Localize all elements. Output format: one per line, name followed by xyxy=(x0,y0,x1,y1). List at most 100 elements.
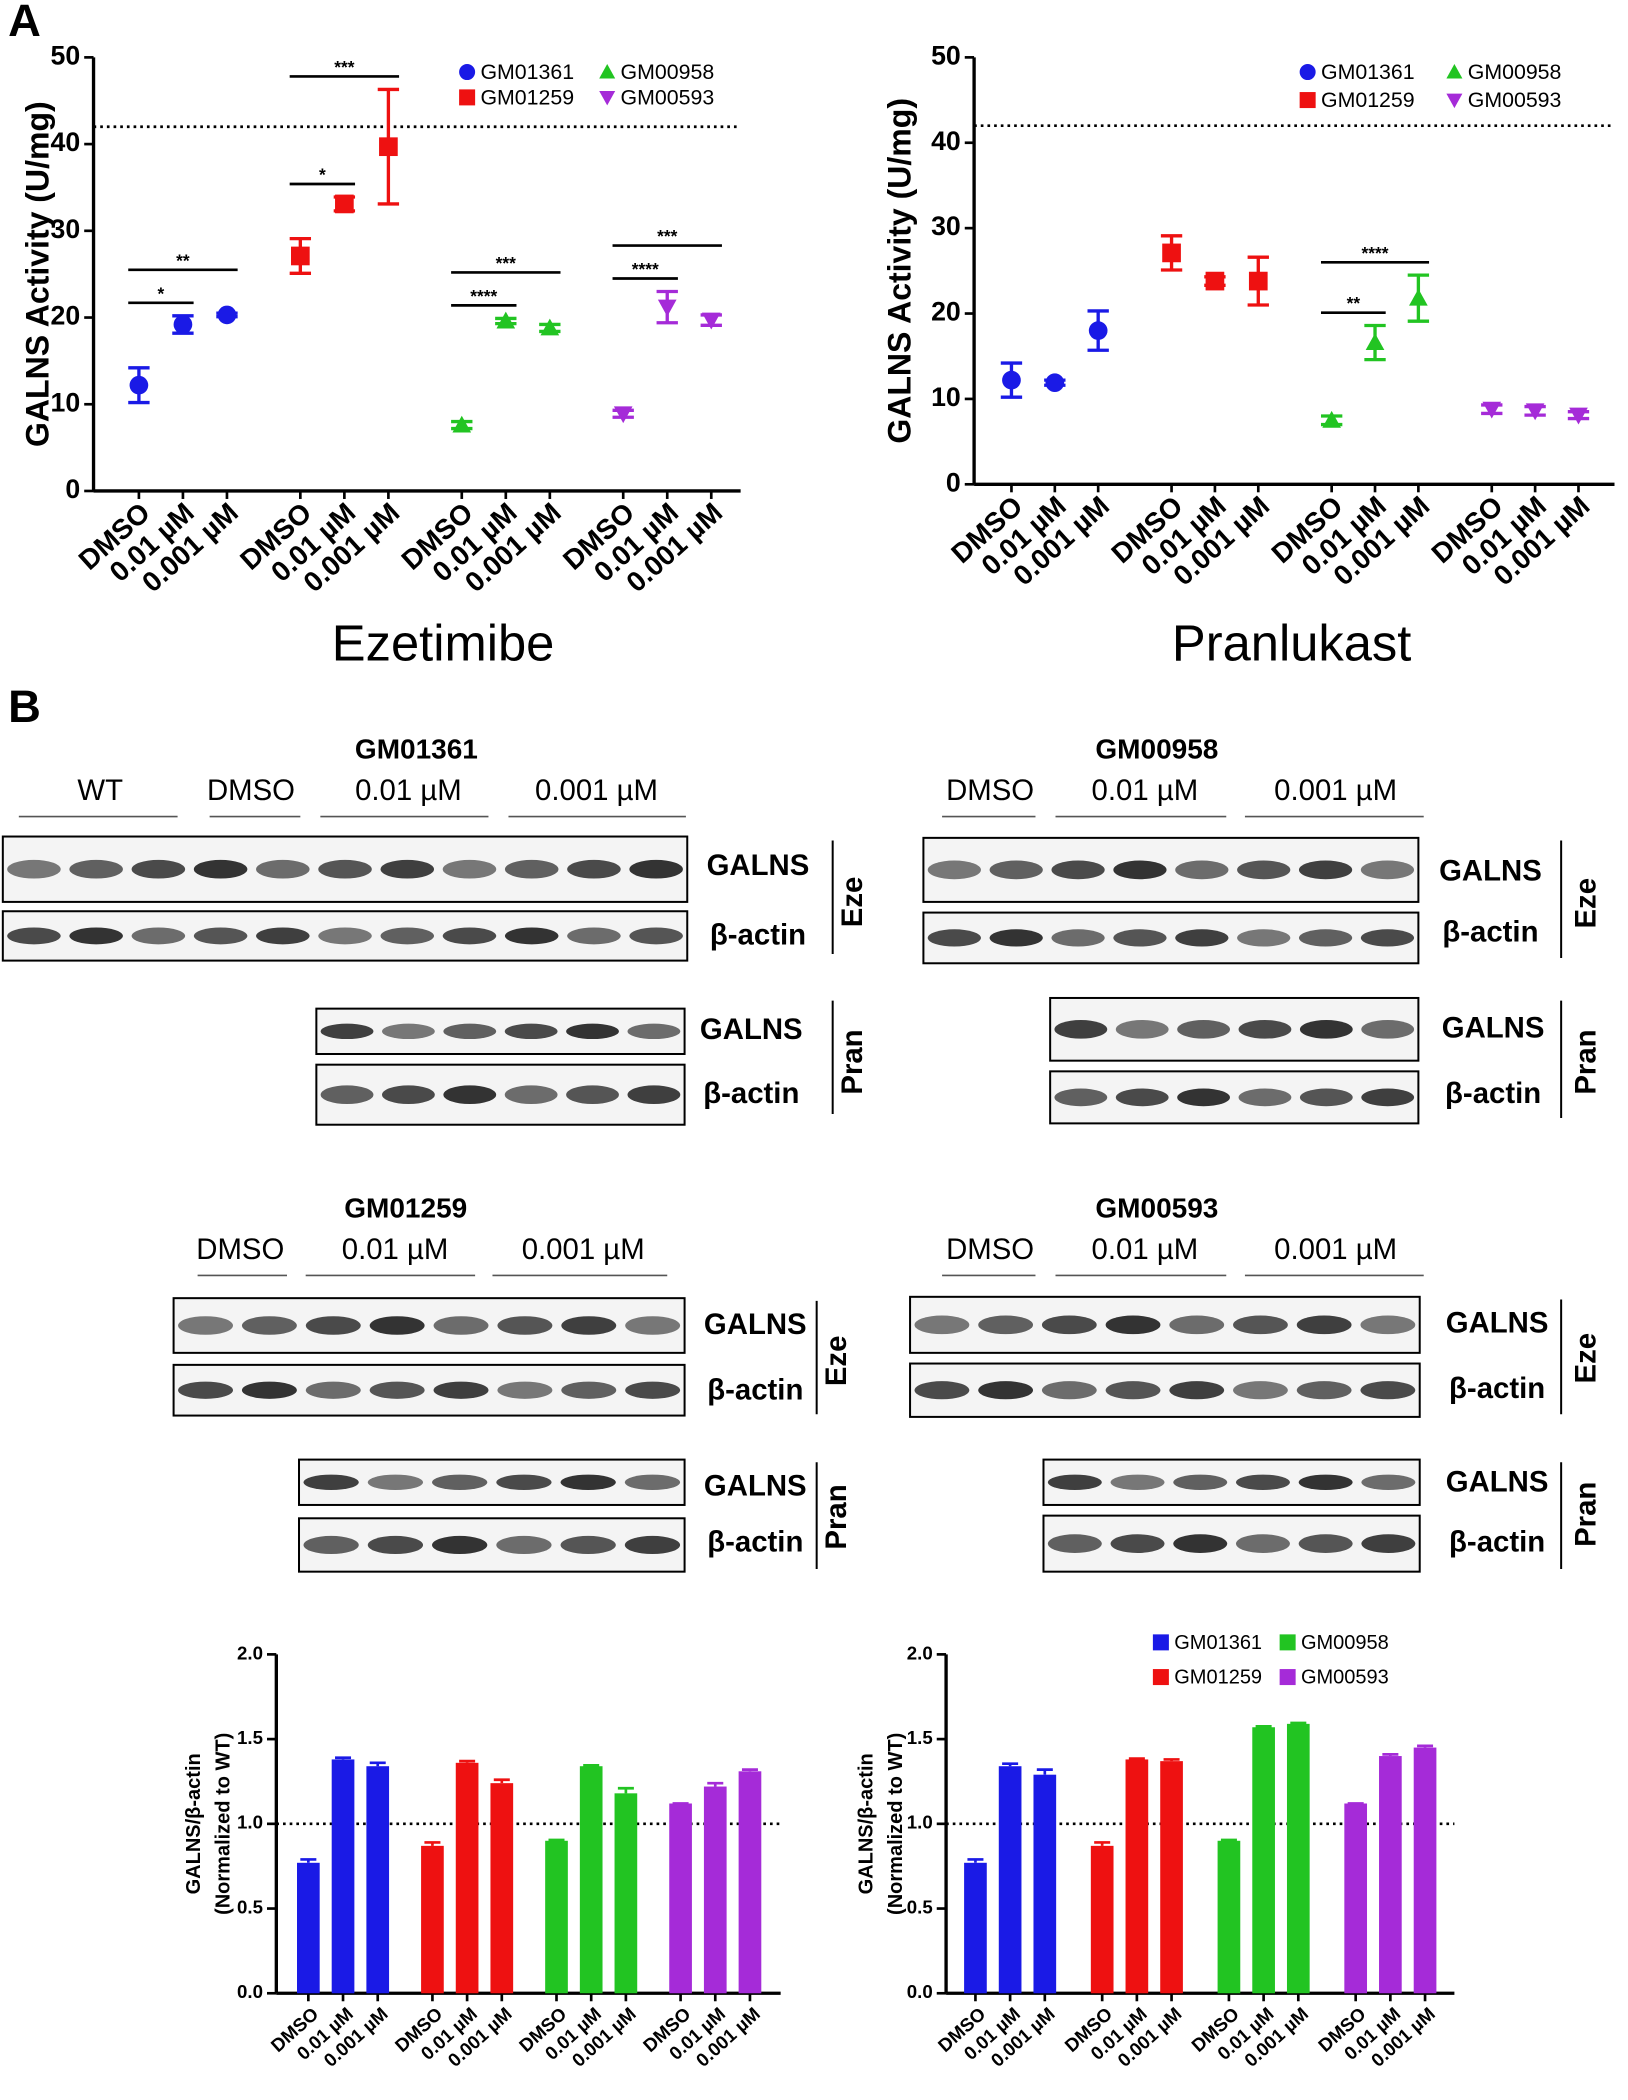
bar xyxy=(1344,1803,1368,1994)
point xyxy=(1248,271,1268,291)
error-bar xyxy=(617,1786,634,1794)
blot-band xyxy=(1233,1315,1288,1335)
blot-band xyxy=(629,859,683,879)
blot-band xyxy=(131,927,186,945)
blot-band xyxy=(567,927,621,945)
y-axis-title: GALNS/β-actin xyxy=(856,1753,878,1894)
blot-band xyxy=(504,1023,558,1040)
point xyxy=(1365,333,1385,351)
error-bar xyxy=(1417,1744,1434,1748)
blot-band xyxy=(256,859,310,879)
error-bar xyxy=(707,1781,724,1787)
x-axis-title: Ezetimibe xyxy=(332,614,555,671)
point xyxy=(1569,407,1588,425)
blot-band xyxy=(566,1085,619,1105)
treatment-label: Pran xyxy=(820,1484,853,1549)
lane-label: 0.001 µM xyxy=(522,1233,645,1266)
blot-band xyxy=(1299,1019,1353,1039)
blot-band xyxy=(69,859,123,879)
blot-title: GM00958 xyxy=(1095,734,1218,765)
y-tick-label: 20 xyxy=(51,301,81,331)
error-bar xyxy=(459,1759,476,1763)
blot-band xyxy=(433,1381,489,1399)
y-tick-label: 1.0 xyxy=(907,1812,933,1833)
blot-band xyxy=(504,1085,558,1105)
treatment-label: Eze xyxy=(1570,1333,1603,1384)
bar xyxy=(490,1783,514,1994)
blot-band xyxy=(1173,1474,1228,1490)
bar xyxy=(703,1786,727,1994)
lane-label: DMSO xyxy=(196,1233,284,1266)
point xyxy=(1482,401,1502,419)
blot-band xyxy=(1173,1534,1228,1553)
blot-band xyxy=(1169,1315,1225,1335)
blot-band xyxy=(193,927,248,945)
error-bar xyxy=(300,1858,317,1863)
blot-band xyxy=(567,859,621,879)
significance-label: ** xyxy=(1347,293,1361,313)
blot-band xyxy=(193,859,248,879)
lane-label: 0.01 µM xyxy=(355,774,462,807)
blot-row-label: GALNS xyxy=(1442,1012,1545,1045)
bar xyxy=(297,1862,320,1994)
blot-band xyxy=(1041,1381,1097,1400)
blot-band xyxy=(1047,1534,1102,1553)
blot-band xyxy=(1177,1088,1230,1107)
blot-band xyxy=(560,1535,616,1555)
blot-band xyxy=(1298,1534,1353,1553)
legend-label: GM01259 xyxy=(480,85,574,109)
blot-band xyxy=(1299,1088,1353,1107)
lane-label: 0.01 µM xyxy=(1092,774,1199,807)
treatment-label: Eze xyxy=(836,877,869,928)
point xyxy=(1525,403,1545,421)
point xyxy=(217,305,237,325)
point xyxy=(335,194,354,214)
blot-band xyxy=(978,1381,1034,1400)
blot-band xyxy=(624,1474,681,1490)
blot-box xyxy=(298,1458,686,1506)
blot-band xyxy=(1360,1381,1416,1400)
blot-band xyxy=(318,927,372,945)
point xyxy=(1205,271,1225,291)
y-axis-title: GALNS/β-actin xyxy=(183,1753,205,1894)
blot-band xyxy=(625,1381,681,1399)
blot-band xyxy=(1115,1088,1169,1107)
blot-band xyxy=(367,1535,424,1555)
bar xyxy=(579,1766,603,1994)
y-tick-label: 50 xyxy=(51,40,81,70)
blot-row-label: β-actin xyxy=(1449,1372,1545,1405)
blot-band xyxy=(382,1023,435,1040)
blot-box xyxy=(1049,1070,1420,1125)
blot-band xyxy=(442,927,497,945)
lane-label: DMSO xyxy=(207,774,295,807)
lane-label: 0.001 µM xyxy=(1274,1233,1397,1266)
blot-band xyxy=(241,1381,297,1399)
error-bar xyxy=(1163,1758,1180,1762)
blot-band xyxy=(1233,1381,1288,1400)
bar xyxy=(1033,1774,1057,1994)
bar xyxy=(614,1793,638,1994)
blot-band xyxy=(1041,1315,1097,1335)
y-tick-label: 2.0 xyxy=(907,1642,933,1663)
significance-label: *** xyxy=(657,226,677,246)
legend-label: GM01361 xyxy=(1321,60,1415,84)
blot-box xyxy=(1049,996,1420,1062)
panel-label: B xyxy=(8,681,41,732)
error-bar xyxy=(548,1838,565,1842)
y-tick-label: 2.0 xyxy=(237,1642,263,1663)
error-bar xyxy=(1094,1841,1111,1846)
blot-band xyxy=(1361,1019,1415,1039)
error-bar xyxy=(741,1768,758,1772)
blot-band xyxy=(303,1474,359,1490)
blot-band xyxy=(989,860,1043,880)
y-tick-label: 1.5 xyxy=(237,1727,263,1748)
bar xyxy=(421,1845,444,1994)
blot-band xyxy=(1235,1474,1290,1490)
legend-marker xyxy=(1446,93,1463,109)
x-axis-title: Pranlukast xyxy=(1172,614,1411,671)
lane-label: WT xyxy=(77,774,123,807)
point xyxy=(291,246,310,266)
blot-band xyxy=(1296,1315,1352,1335)
point xyxy=(657,299,677,317)
blot-band xyxy=(561,1381,617,1399)
